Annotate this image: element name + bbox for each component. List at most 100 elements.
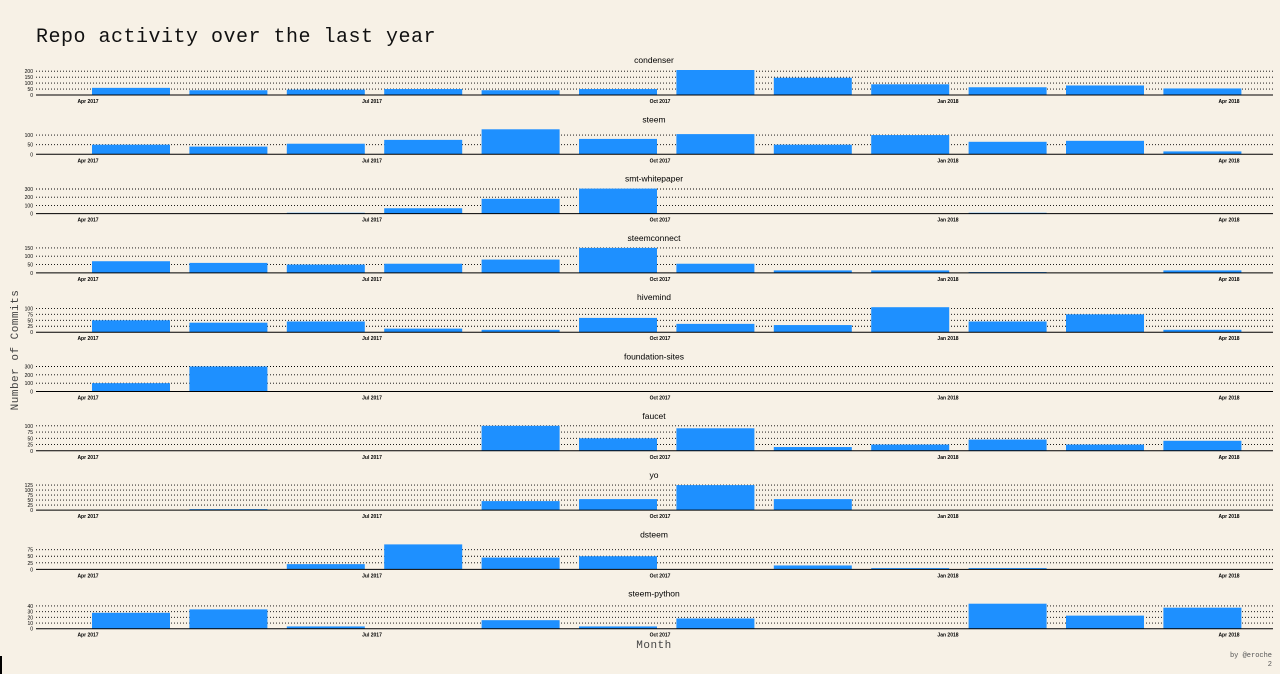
y-tick-label: 200: [25, 69, 34, 75]
x-tick-label: Jul 2017: [362, 573, 382, 579]
bar-2017-08: [481, 501, 560, 511]
bar-2018-03: [1163, 440, 1242, 451]
bar-2017-12: [871, 568, 950, 570]
bar-2017-05: [189, 322, 268, 333]
bar-2018-01: [968, 568, 1047, 570]
bar-2018-02: [1066, 140, 1144, 155]
subplot-title: steemconnect: [628, 233, 682, 243]
bar-2017-04: [92, 87, 170, 95]
x-tick-label: Oct 2017: [650, 573, 671, 579]
y-tick-label: 75: [27, 548, 33, 554]
bar-2018-01: [968, 141, 1047, 155]
y-tick-label: 0: [30, 567, 33, 573]
x-tick-label: Oct 2017: [650, 336, 671, 342]
x-tick-label: Apr 2017: [77, 336, 98, 342]
left-edge-mark: [0, 656, 2, 674]
y-tick-label: 20: [27, 615, 33, 621]
bar-2017-09: [579, 138, 657, 155]
y-tick-label: 100: [25, 254, 34, 260]
y-tick-label: 100: [25, 81, 34, 87]
bar-2017-07: [384, 328, 463, 333]
bar-2017-11: [773, 77, 852, 95]
bar-2017-09: [579, 317, 657, 333]
bar-2017-12: [871, 84, 950, 95]
y-tick-label: 10: [27, 621, 33, 627]
bar-2017-11: [773, 325, 852, 333]
bar-2017-06: [286, 264, 365, 273]
bar-2017-09: [579, 626, 657, 629]
y-tick-label: 30: [27, 610, 33, 616]
x-tick-label: Oct 2017: [650, 218, 671, 224]
subplot-smt-whitepaper: smt-whitepaper 0 100 200 300 Apr 2017 Jul 2017…: [25, 174, 1273, 224]
bar-2017-06: [286, 564, 365, 570]
y-tick-label: 0: [30, 330, 33, 336]
bar-2017-07: [384, 208, 463, 214]
y-tick-label: 0: [30, 627, 33, 633]
x-tick-label: Jan 2018: [937, 336, 958, 342]
bar-2018-01: [968, 439, 1047, 451]
bar-2017-05: [189, 90, 268, 95]
x-tick-label: Oct 2017: [650, 99, 671, 105]
bar-2018-03: [1163, 88, 1242, 95]
bar-2018-01: [968, 321, 1047, 333]
bar-2017-07: [384, 139, 463, 155]
x-tick-label: Jul 2017: [362, 158, 382, 164]
y-tick-label: 0: [30, 93, 33, 99]
bar-2017-07: [384, 544, 463, 570]
bar-2017-08: [481, 259, 560, 273]
x-tick-label: Apr 2017: [77, 99, 98, 105]
y-tick-label: 125: [25, 483, 34, 489]
bar-2017-10: [676, 134, 755, 155]
y-tick-label: 50: [27, 498, 33, 504]
bar-2018-02: [1066, 85, 1144, 95]
x-tick-label: Jan 2018: [937, 633, 958, 639]
subplot-title: steem-python: [628, 589, 680, 599]
bar-2017-10: [676, 70, 755, 95]
x-tick-label: Jul 2017: [362, 396, 382, 402]
bar-2017-06: [286, 89, 365, 95]
x-tick-label: Apr 2018: [1218, 396, 1239, 402]
x-tick-label: Apr 2017: [77, 158, 98, 164]
bar-2017-04: [92, 320, 170, 333]
bar-2017-12: [871, 444, 950, 451]
subplot-steem: steem 0 50 100 Apr 2017 Jul 2017 Oct 2017 Jan 2…: [25, 114, 1273, 164]
bar-2018-02: [1066, 615, 1144, 629]
subplot-steemconnect: steemconnect 0 50 100 150 Apr 2017 Jul 2017 Oct…: [25, 233, 1273, 283]
x-axis-label: Month: [636, 640, 672, 652]
y-tick-label: 25: [27, 503, 33, 509]
y-tick-label: 300: [25, 365, 34, 371]
y-tick-label: 25: [27, 561, 33, 567]
bar-2017-10: [676, 428, 755, 451]
subplot-title: dsteem: [640, 529, 668, 539]
x-tick-label: Apr 2018: [1218, 99, 1239, 105]
bar-2017-09: [579, 247, 657, 273]
x-tick-label: Apr 2017: [77, 514, 98, 520]
bar-2017-08: [481, 90, 560, 95]
bar-2017-06: [286, 321, 365, 333]
x-tick-label: Apr 2018: [1218, 514, 1239, 520]
y-tick-label: 0: [30, 508, 33, 514]
x-tick-label: Jul 2017: [362, 99, 382, 105]
bar-2017-10: [676, 618, 755, 629]
y-tick-label: 0: [30, 212, 33, 218]
y-tick-label: 50: [27, 263, 33, 269]
y-tick-label: 150: [25, 246, 34, 252]
author-credit: by @eroche: [1229, 652, 1272, 660]
bar-2017-08: [481, 620, 560, 629]
bar-2017-06: [286, 626, 365, 629]
y-tick-label: 0: [30, 152, 33, 158]
page-number: 2: [1267, 661, 1272, 669]
bar-2017-05: [189, 609, 268, 629]
bar-2017-07: [384, 263, 463, 273]
y-tick-label: 100: [25, 381, 34, 387]
x-tick-label: Jul 2017: [362, 514, 382, 520]
y-tick-label: 300: [25, 187, 34, 193]
bar-2017-04: [92, 144, 170, 155]
subplot-foundation-sites: foundation-sites 0 100 200 300 Apr 2017 Jul 20…: [25, 352, 1273, 402]
x-tick-label: Jul 2017: [362, 277, 382, 283]
bar-2018-03: [1163, 151, 1242, 155]
bar-2017-12: [871, 270, 950, 273]
